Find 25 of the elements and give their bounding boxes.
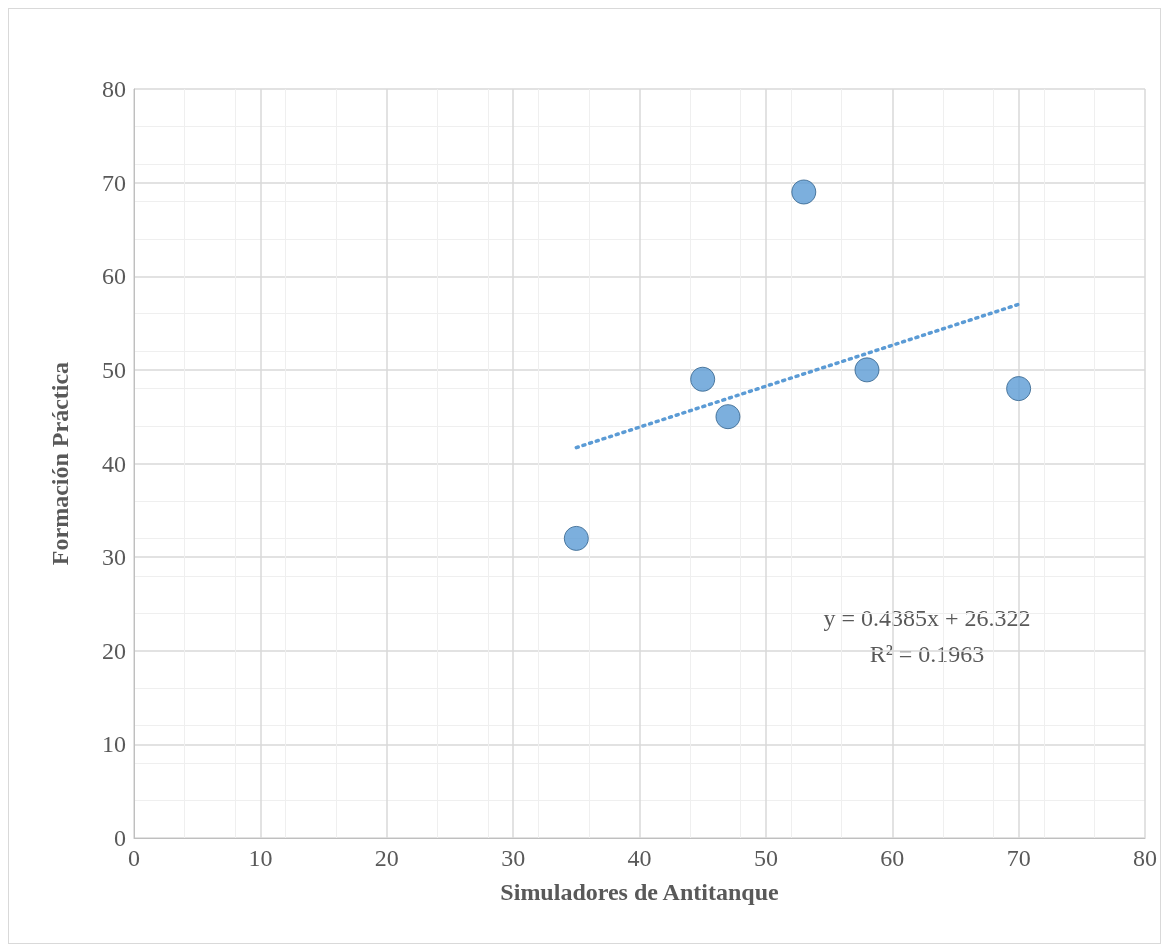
point xyxy=(854,357,880,383)
x-tick-label: 70 xyxy=(1006,845,1031,871)
x-tick-label: 10 xyxy=(248,845,273,871)
point xyxy=(690,366,716,392)
x-tick-label: 50 xyxy=(753,845,778,871)
y-tick-label: 30 xyxy=(102,544,126,571)
x-tick-label: 80 xyxy=(1133,845,1157,871)
y-axis-title: Formación Práctica xyxy=(47,361,73,566)
y-tick-label: 0 xyxy=(114,825,126,851)
y-tick-label: 10 xyxy=(102,731,126,758)
y-tick-label: 60 xyxy=(102,263,126,290)
point xyxy=(791,179,817,205)
x-tick-label: 40 xyxy=(627,845,652,871)
x-tick-label: 30 xyxy=(501,845,526,871)
x-tick-label: 60 xyxy=(880,845,905,871)
y-tick-label: 40 xyxy=(102,450,126,477)
y-tick-label: 20 xyxy=(102,637,126,664)
point xyxy=(563,525,589,551)
y-tick-label: 80 xyxy=(102,76,126,102)
point xyxy=(1006,376,1032,402)
x-tick-label: 20 xyxy=(374,845,399,871)
y-tick-label: 50 xyxy=(102,356,126,383)
point xyxy=(715,404,741,430)
y-tick-label: 70 xyxy=(102,169,126,196)
x-axis-title: Simuladores de Antitanque xyxy=(500,879,779,905)
